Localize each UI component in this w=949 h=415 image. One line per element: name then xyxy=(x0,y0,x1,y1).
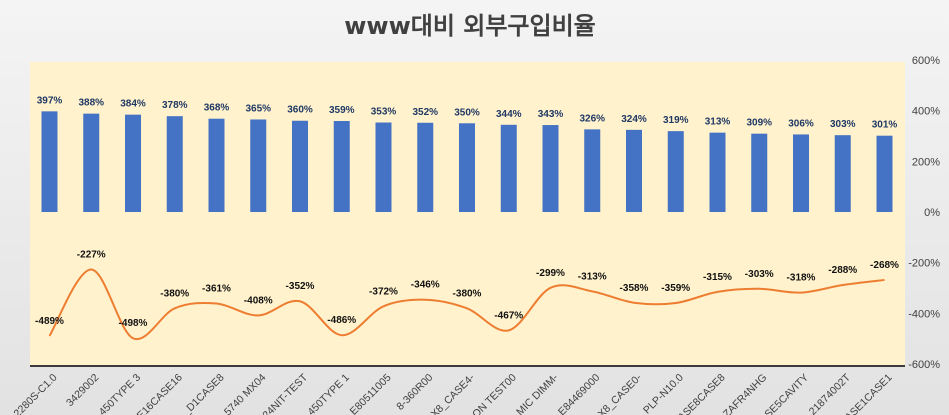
x-tick-label: 450TYPE 3 xyxy=(97,372,144,415)
x-tick-label: 2280S-C1.0 xyxy=(12,372,60,415)
line-data-label: -408% xyxy=(244,295,273,306)
line-data-label: -318% xyxy=(787,273,816,284)
line-data-label: -467% xyxy=(494,310,523,321)
bar xyxy=(834,135,851,212)
bar-data-label: 309% xyxy=(746,118,772,129)
bar xyxy=(584,129,601,212)
bar-data-label: 313% xyxy=(705,117,731,128)
x-tick-label: 24NIT-TEST xyxy=(260,371,310,415)
bar xyxy=(125,114,141,212)
bar-data-label: 359% xyxy=(329,105,355,116)
line-data-label: -315% xyxy=(703,272,732,283)
line-data-label: -380% xyxy=(160,288,189,299)
y-tick-label: -200% xyxy=(908,258,940,270)
line-data-label: -489% xyxy=(35,316,64,327)
bar-data-label: 378% xyxy=(162,100,188,111)
bar xyxy=(667,131,684,212)
bar-data-label: 397% xyxy=(37,95,63,106)
bar xyxy=(500,124,517,212)
bar xyxy=(250,119,267,212)
line-data-label: -486% xyxy=(327,315,356,326)
bar xyxy=(375,122,392,212)
bar-data-label: 365% xyxy=(245,103,271,114)
x-tick-label: X8_CASE0- xyxy=(596,371,645,415)
line-data-label: -359% xyxy=(661,283,690,294)
x-tick-label: 3429002 xyxy=(64,372,102,410)
x-tick-label: X8_CASE4- xyxy=(429,371,478,415)
line-data-label: -372% xyxy=(369,286,398,297)
bar xyxy=(333,120,350,212)
bar-data-label: 303% xyxy=(830,119,856,130)
x-tick-label: 21874002T xyxy=(807,371,853,415)
x-tick-label: 8-360R00 xyxy=(394,372,435,413)
bar xyxy=(166,116,183,212)
x-tick-label: PLP-N10.0 xyxy=(641,372,686,415)
x-tick-label: 5740 MX04 xyxy=(222,372,269,415)
bar-data-label: 301% xyxy=(872,120,898,131)
bar-data-label: 352% xyxy=(412,107,438,118)
bar xyxy=(292,120,308,212)
bar xyxy=(83,113,100,212)
bar-data-label: 368% xyxy=(204,103,230,114)
bar xyxy=(626,129,642,212)
line-data-label: -303% xyxy=(745,269,774,280)
x-tick-label: E16CASE16 xyxy=(135,372,185,415)
bar-data-label: 360% xyxy=(287,105,313,116)
bar-data-label: 319% xyxy=(663,115,689,126)
bar-data-label: 350% xyxy=(454,107,480,118)
bar xyxy=(876,135,893,212)
y-tick-label: 0% xyxy=(924,207,940,219)
x-tick-label: _D1CASE8 xyxy=(179,372,226,415)
x-tick-label: 450TYPE 1 xyxy=(305,372,352,415)
bar xyxy=(459,123,475,212)
bar-data-label: 343% xyxy=(538,109,564,120)
x-tick-label: ZAFR4NHG xyxy=(721,372,770,415)
y-tick-label: -400% xyxy=(908,308,940,320)
x-tick-label: E80511005 xyxy=(348,372,394,415)
y-tick-label: 600% xyxy=(912,55,940,67)
line-data-label: -352% xyxy=(286,281,315,292)
x-tick-label: MIC DIMM- xyxy=(514,371,561,415)
bar-data-label: 344% xyxy=(496,109,522,120)
chart-title: www대비 외부구입비율 xyxy=(344,12,596,40)
line-data-label: -358% xyxy=(620,283,649,294)
bar xyxy=(793,134,809,212)
line-series xyxy=(48,268,885,341)
x-tick-label: ON TEST00 xyxy=(470,372,519,415)
line-data-label: -268% xyxy=(870,260,899,271)
bar-data-label: 384% xyxy=(120,99,146,110)
y-tick-label: 200% xyxy=(912,156,940,168)
line-data-label: -346% xyxy=(411,280,440,291)
bar xyxy=(208,118,225,212)
bar xyxy=(542,125,559,212)
bar-data-label: 306% xyxy=(788,118,814,129)
y-tick-label: -600% xyxy=(908,359,940,371)
bar xyxy=(709,132,726,212)
bar-data-label: 326% xyxy=(579,113,605,124)
bar xyxy=(417,122,434,212)
x-tick-label: E84469000 xyxy=(556,372,603,415)
y-tick-label: 400% xyxy=(912,106,940,118)
line-data-label: -227% xyxy=(77,250,106,261)
line-data-label: -299% xyxy=(536,268,565,279)
bar-data-label: 324% xyxy=(621,114,647,125)
line-data-label: -313% xyxy=(578,271,607,282)
line-data-label: -498% xyxy=(119,318,148,329)
line-data-label: -288% xyxy=(828,265,857,276)
bar xyxy=(751,133,768,212)
x-tick-label: SE5CAVITY xyxy=(762,372,811,415)
line-data-label: -361% xyxy=(202,284,231,295)
bar-data-label: 388% xyxy=(78,98,104,109)
line-data-label: -380% xyxy=(453,288,482,299)
bar xyxy=(41,111,58,212)
plot-area xyxy=(30,62,905,366)
bar-data-label: 353% xyxy=(371,107,397,118)
